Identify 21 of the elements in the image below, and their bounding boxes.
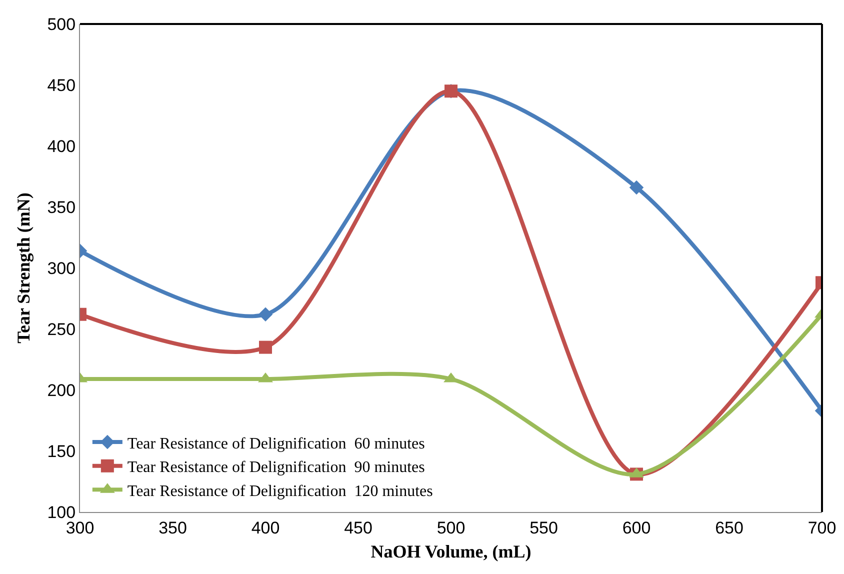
y-tick-label: 300 (47, 258, 76, 278)
x-tick-label: 550 (530, 518, 558, 538)
x-tick-label: 450 (344, 518, 372, 538)
y-axis-title: Tear Strength (mN) (13, 192, 34, 344)
y-tick-label: 400 (47, 136, 76, 156)
y-tick-label: 200 (47, 380, 76, 400)
x-tick-label: 650 (715, 518, 744, 538)
x-axis-title: NaOH Volume, (mL) (370, 542, 532, 562)
y-tick-label: 250 (47, 320, 76, 339)
x-tick-label: 500 (436, 518, 466, 538)
x-tick-label: 400 (251, 518, 280, 538)
x-tick-label: 350 (158, 518, 187, 538)
legend-label: Tear Resistance of Delignification 120 minutes (127, 482, 433, 500)
legend-label: Tear Resistance of Delignification 90 minutes (127, 459, 425, 476)
y-tick-label: 500 (47, 14, 76, 34)
y-tick-label: 150 (47, 442, 76, 461)
y-tick-label: 450 (47, 76, 76, 95)
x-tick-label: 600 (622, 518, 651, 538)
x-tick-label: 700 (808, 518, 836, 538)
y-tick-label: 350 (47, 198, 76, 217)
legend-label: Tear Resistance of Delignification 60 minutes (127, 435, 425, 452)
